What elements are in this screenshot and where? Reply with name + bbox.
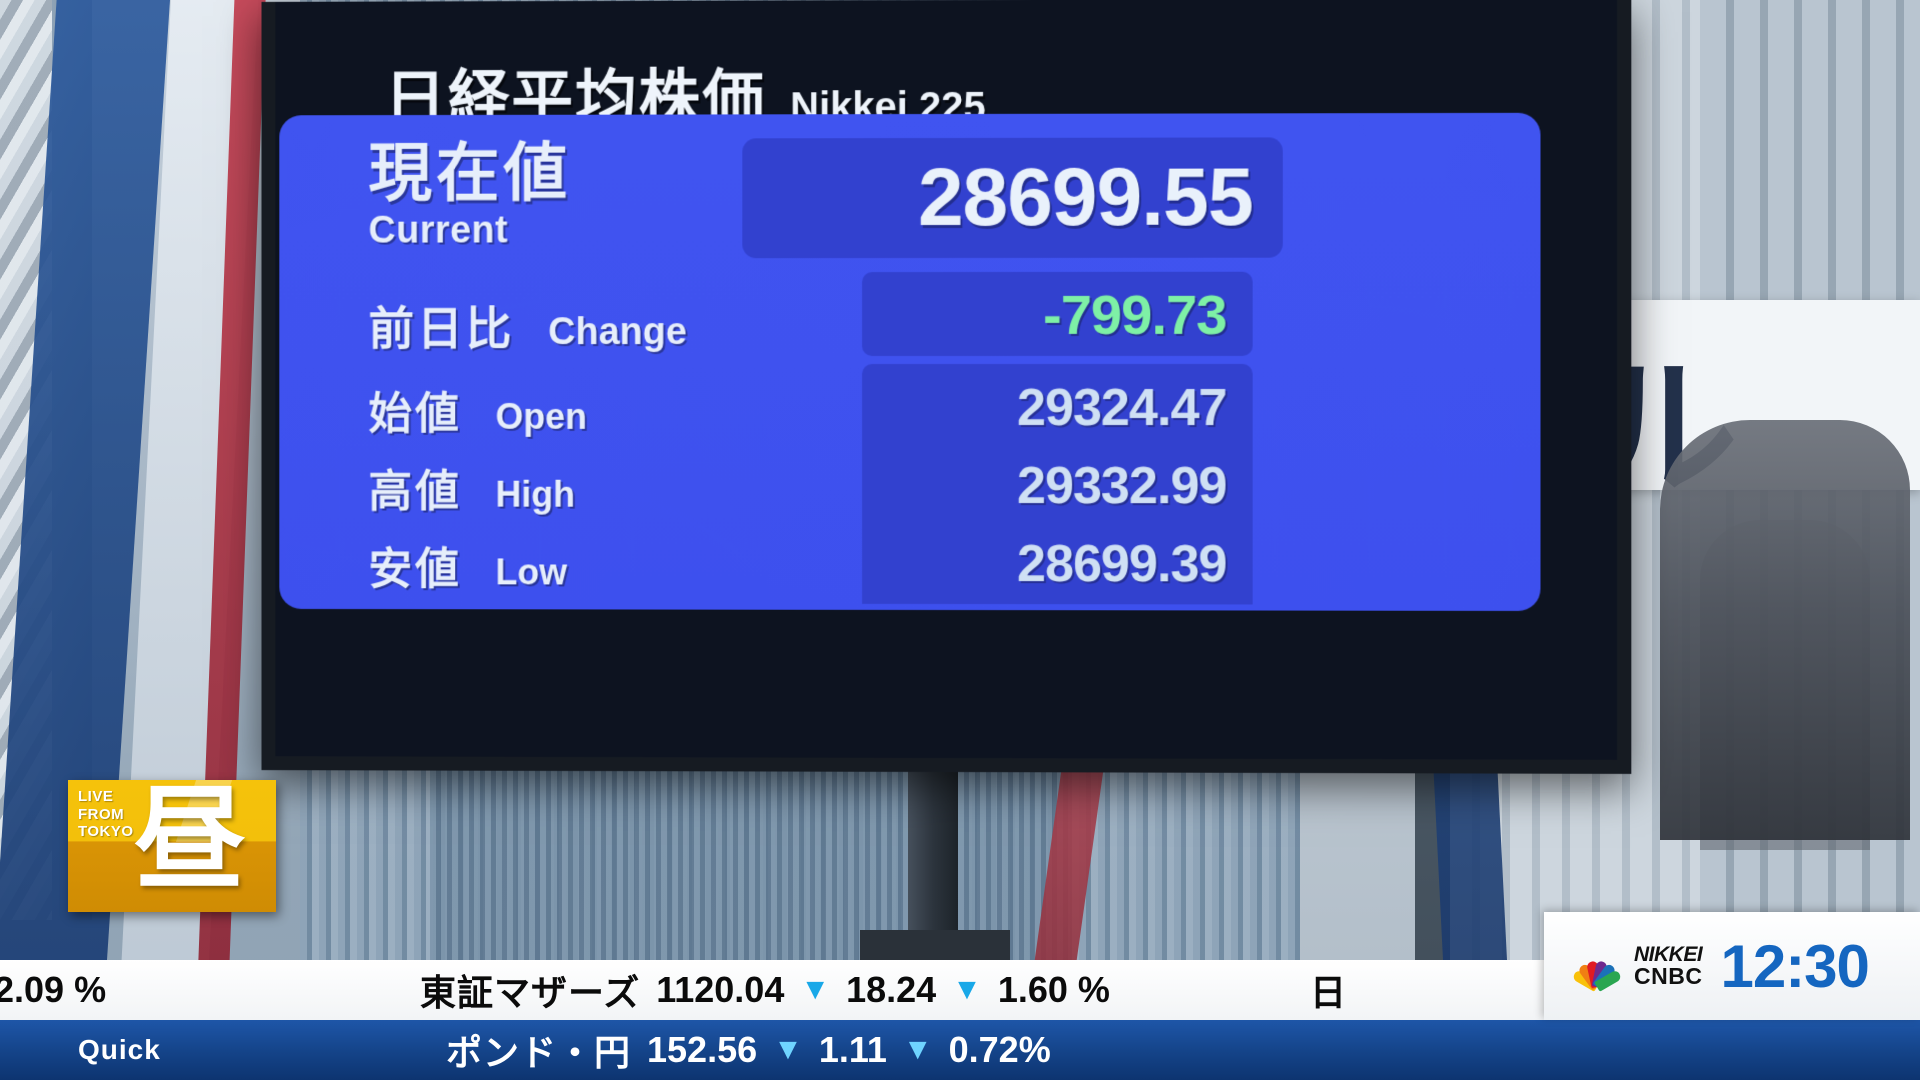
label-current-en: Current — [368, 209, 509, 252]
down-arrow-icon-2: ▼ — [773, 1033, 803, 1066]
row-label-current: 現在値 Current — [368, 136, 572, 253]
quick-source-label: Quick — [78, 1034, 161, 1065]
brand-nikkei: NIKKEI — [1634, 942, 1703, 966]
label-low-en: Low — [495, 551, 568, 593]
ticker-bottom-name: ポンド・円 — [446, 1033, 632, 1074]
badge-line-live: LIVE — [78, 788, 114, 805]
clock-time: 12:30 — [1720, 932, 1869, 1000]
ticker-top-name: 東証マザーズ — [420, 973, 641, 1014]
nikkei-cnbc-clock-widget: NIKKEI CNBC 12:30 — [1544, 912, 1920, 1020]
badge-line-tokyo: TOKYO — [78, 823, 134, 841]
pedestrian-silhouette — [1660, 420, 1910, 840]
badge-kanji-daytime: 昼 — [134, 775, 246, 905]
value-box-ohl: 29324.47 29332.99 28699.39 — [862, 363, 1253, 605]
label-change-jp: 前日比 — [368, 301, 515, 356]
live-from-tokyo-badge: LIVE FROM TOKYO 昼 — [68, 780, 276, 912]
nikkei-billboard-screen: 日経平均株価 Nikkei 225 現在値 Current 28699.55 前… — [261, 0, 1632, 774]
label-change-en: Change — [548, 311, 687, 354]
ticker-row-bottom: Quick ポンド・円 152.56 ▼ 1.11 ▼ 0.72% — [0, 1020, 1920, 1080]
row-label-open: 始値 Open — [368, 378, 586, 442]
badge-line-from: FROM — [78, 805, 125, 823]
brand-cnbc: CNBC — [1634, 962, 1703, 989]
value-low: 28699.39 — [1017, 535, 1227, 594]
row-label-high: 高値 High — [368, 456, 575, 520]
label-open-jp: 始値 — [368, 388, 462, 440]
nikkei-cnbc-brand: NIKKEI CNBC — [1634, 942, 1703, 989]
live-from-tokyo-text: LIVE FROM TOKYO — [78, 788, 134, 841]
row-label-low: 安値 Low — [368, 533, 567, 597]
ticker-bottom-segment: ポンド・円 152.56 ▼ 1.11 ▼ 0.72% — [446, 1024, 1051, 1076]
ticker-bottom-change: 1.11 — [818, 1029, 887, 1070]
ticker-top-left-fragment: 2.09 % — [0, 969, 107, 1010]
ticker-top-change: 18.24 — [846, 969, 937, 1010]
ticker-top-percent: 1.60 % — [997, 969, 1110, 1010]
value-box-current: 28699.55 — [742, 137, 1283, 259]
ticker-bottom-percent: 0.72% — [948, 1029, 1051, 1070]
down-arrow-icon-percent-2: ▼ — [902, 1033, 933, 1066]
label-current-jp: 現在値 — [368, 136, 572, 211]
quote-panel: 現在値 Current 28699.55 前日比 Change -799.73 … — [279, 112, 1541, 611]
label-low-jp: 安値 — [368, 544, 462, 596]
ticker-bottom-value: 152.56 — [647, 1029, 758, 1070]
down-arrow-icon: ▼ — [800, 973, 831, 1006]
row-label-change: 前日比 Change — [368, 292, 686, 358]
value-open: 29324.47 — [1017, 378, 1227, 438]
value-current: 28699.55 — [917, 151, 1253, 244]
down-arrow-icon-percent: ▼ — [952, 973, 982, 1006]
value-change: -799.73 — [1043, 282, 1227, 346]
label-high-jp: 高値 — [368, 466, 462, 518]
ticker-top-right-fragment: 日 — [1309, 972, 1346, 1013]
ticker-top-segment: 東証マザーズ 1120.04 ▼ 18.24 ▼ 1.60 % — [420, 964, 1110, 1016]
peacock-logo-icon — [1570, 939, 1624, 993]
ticker-top-value: 1120.04 — [656, 969, 785, 1010]
value-box-change: -799.73 — [862, 271, 1253, 357]
value-high: 29332.99 — [1017, 457, 1227, 516]
label-open-en: Open — [495, 395, 587, 437]
label-high-en: High — [495, 473, 576, 515]
